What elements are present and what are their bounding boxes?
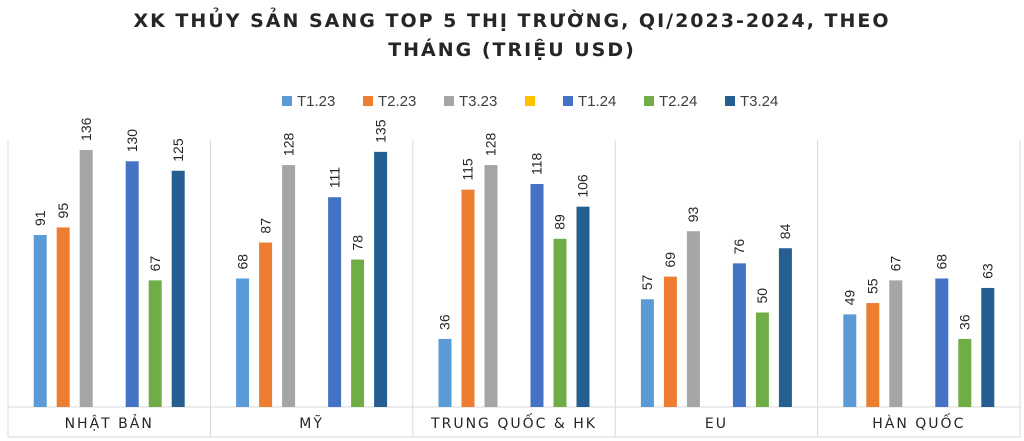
category-label: NHẬT BẢN bbox=[65, 414, 154, 432]
bar-t2-24 bbox=[553, 238, 567, 407]
data-label: 106 bbox=[575, 174, 591, 198]
data-label: 135 bbox=[372, 119, 388, 143]
data-label: 67 bbox=[888, 256, 904, 272]
bar-t3-23 bbox=[79, 149, 93, 407]
data-label: 69 bbox=[662, 252, 678, 268]
bar-t2-23 bbox=[259, 242, 273, 407]
legend-swatch bbox=[563, 96, 573, 106]
bar-t2-24 bbox=[958, 338, 972, 407]
bar-t2-23 bbox=[663, 276, 677, 407]
data-label: 84 bbox=[777, 223, 793, 239]
data-label: 36 bbox=[437, 314, 453, 330]
legend-label: T1.23 bbox=[297, 93, 335, 110]
bar-t2-23 bbox=[461, 189, 475, 407]
bar-t3-24 bbox=[374, 151, 388, 407]
data-label: 89 bbox=[552, 214, 568, 230]
legend-label: T2.24 bbox=[659, 93, 697, 110]
legend-swatch bbox=[725, 96, 735, 106]
bar-t3-24 bbox=[576, 206, 590, 407]
bar-t2-23 bbox=[56, 227, 70, 407]
legend-swatch bbox=[644, 96, 654, 106]
bar-t1-24 bbox=[125, 161, 139, 407]
data-label: 49 bbox=[842, 290, 858, 306]
bar-t3-23 bbox=[889, 280, 903, 407]
chart-title-line-2: THÁNG (TRIỆU USD) bbox=[388, 37, 636, 61]
bar-t1-23 bbox=[236, 278, 250, 407]
data-label: 68 bbox=[234, 254, 250, 270]
bar-t1-24 bbox=[935, 278, 949, 407]
bar-t2-23 bbox=[866, 303, 880, 407]
data-label: 67 bbox=[147, 256, 163, 272]
data-label: 36 bbox=[957, 314, 973, 330]
data-label: 50 bbox=[754, 288, 770, 304]
data-label: 130 bbox=[124, 129, 140, 153]
bar-t3-24 bbox=[171, 170, 185, 407]
data-label: 128 bbox=[483, 133, 499, 157]
bar-t2-24 bbox=[148, 280, 162, 407]
data-label: 78 bbox=[349, 235, 365, 251]
bar-t1-23 bbox=[438, 338, 452, 407]
bar-t3-23 bbox=[484, 165, 498, 407]
data-label: 57 bbox=[639, 274, 655, 290]
data-label: 118 bbox=[529, 152, 545, 175]
bar-t1-23 bbox=[640, 299, 654, 407]
bar-t3-23 bbox=[686, 231, 700, 407]
bar-t1-23 bbox=[843, 314, 857, 407]
category-label: HÀN QUỐC bbox=[872, 413, 965, 432]
legend: T1.23 T2.23 T3.23 T1.24 T2.24 T3.24 bbox=[282, 93, 778, 110]
legend-swatch bbox=[282, 96, 292, 106]
category-label: MỸ bbox=[299, 415, 324, 432]
data-label: 136 bbox=[78, 117, 94, 141]
data-label: 63 bbox=[980, 263, 996, 279]
data-label: 125 bbox=[170, 138, 186, 162]
bar-t2-24 bbox=[351, 259, 365, 407]
legend-swatch bbox=[363, 96, 373, 106]
legend-label: T3.23 bbox=[459, 93, 497, 110]
chart-title-line-1: XK THỦY SẢN SANG TOP 5 THỊ TRƯỜNG, QI/20… bbox=[133, 7, 890, 32]
data-label: 95 bbox=[55, 203, 71, 219]
bar-t3-23 bbox=[282, 165, 296, 407]
legend-label: T3.24 bbox=[740, 93, 778, 110]
bar-t1-24 bbox=[530, 183, 544, 407]
legend-swatch bbox=[525, 96, 535, 106]
data-label: 87 bbox=[257, 218, 273, 234]
legend-label: T1.24 bbox=[578, 93, 616, 110]
category-label: TRUNG QUỐC & HK bbox=[430, 413, 597, 432]
legend-label: T2.23 bbox=[378, 93, 416, 110]
data-label: 76 bbox=[731, 239, 747, 255]
legend-swatch bbox=[444, 96, 454, 106]
data-label: 91 bbox=[32, 210, 48, 226]
bar-t3-24 bbox=[778, 248, 792, 407]
bar-t2-24 bbox=[755, 312, 769, 407]
data-label: 68 bbox=[934, 254, 950, 270]
data-label: 111 bbox=[326, 167, 342, 188]
bar-t1-24 bbox=[328, 197, 342, 407]
bar-t3-24 bbox=[981, 287, 995, 407]
bar-t1-23 bbox=[33, 235, 47, 407]
plot-area: 91 95 136 130 67 125 NHẬT BẢN 68 87 128 111 78 135 MỸ… bbox=[7, 117, 1021, 438]
data-label: 128 bbox=[280, 133, 296, 157]
data-label: 93 bbox=[685, 206, 701, 222]
data-label: 115 bbox=[460, 158, 476, 181]
data-label: 55 bbox=[865, 278, 881, 294]
category-label: EU bbox=[705, 416, 728, 432]
bar-t1-24 bbox=[732, 263, 746, 407]
